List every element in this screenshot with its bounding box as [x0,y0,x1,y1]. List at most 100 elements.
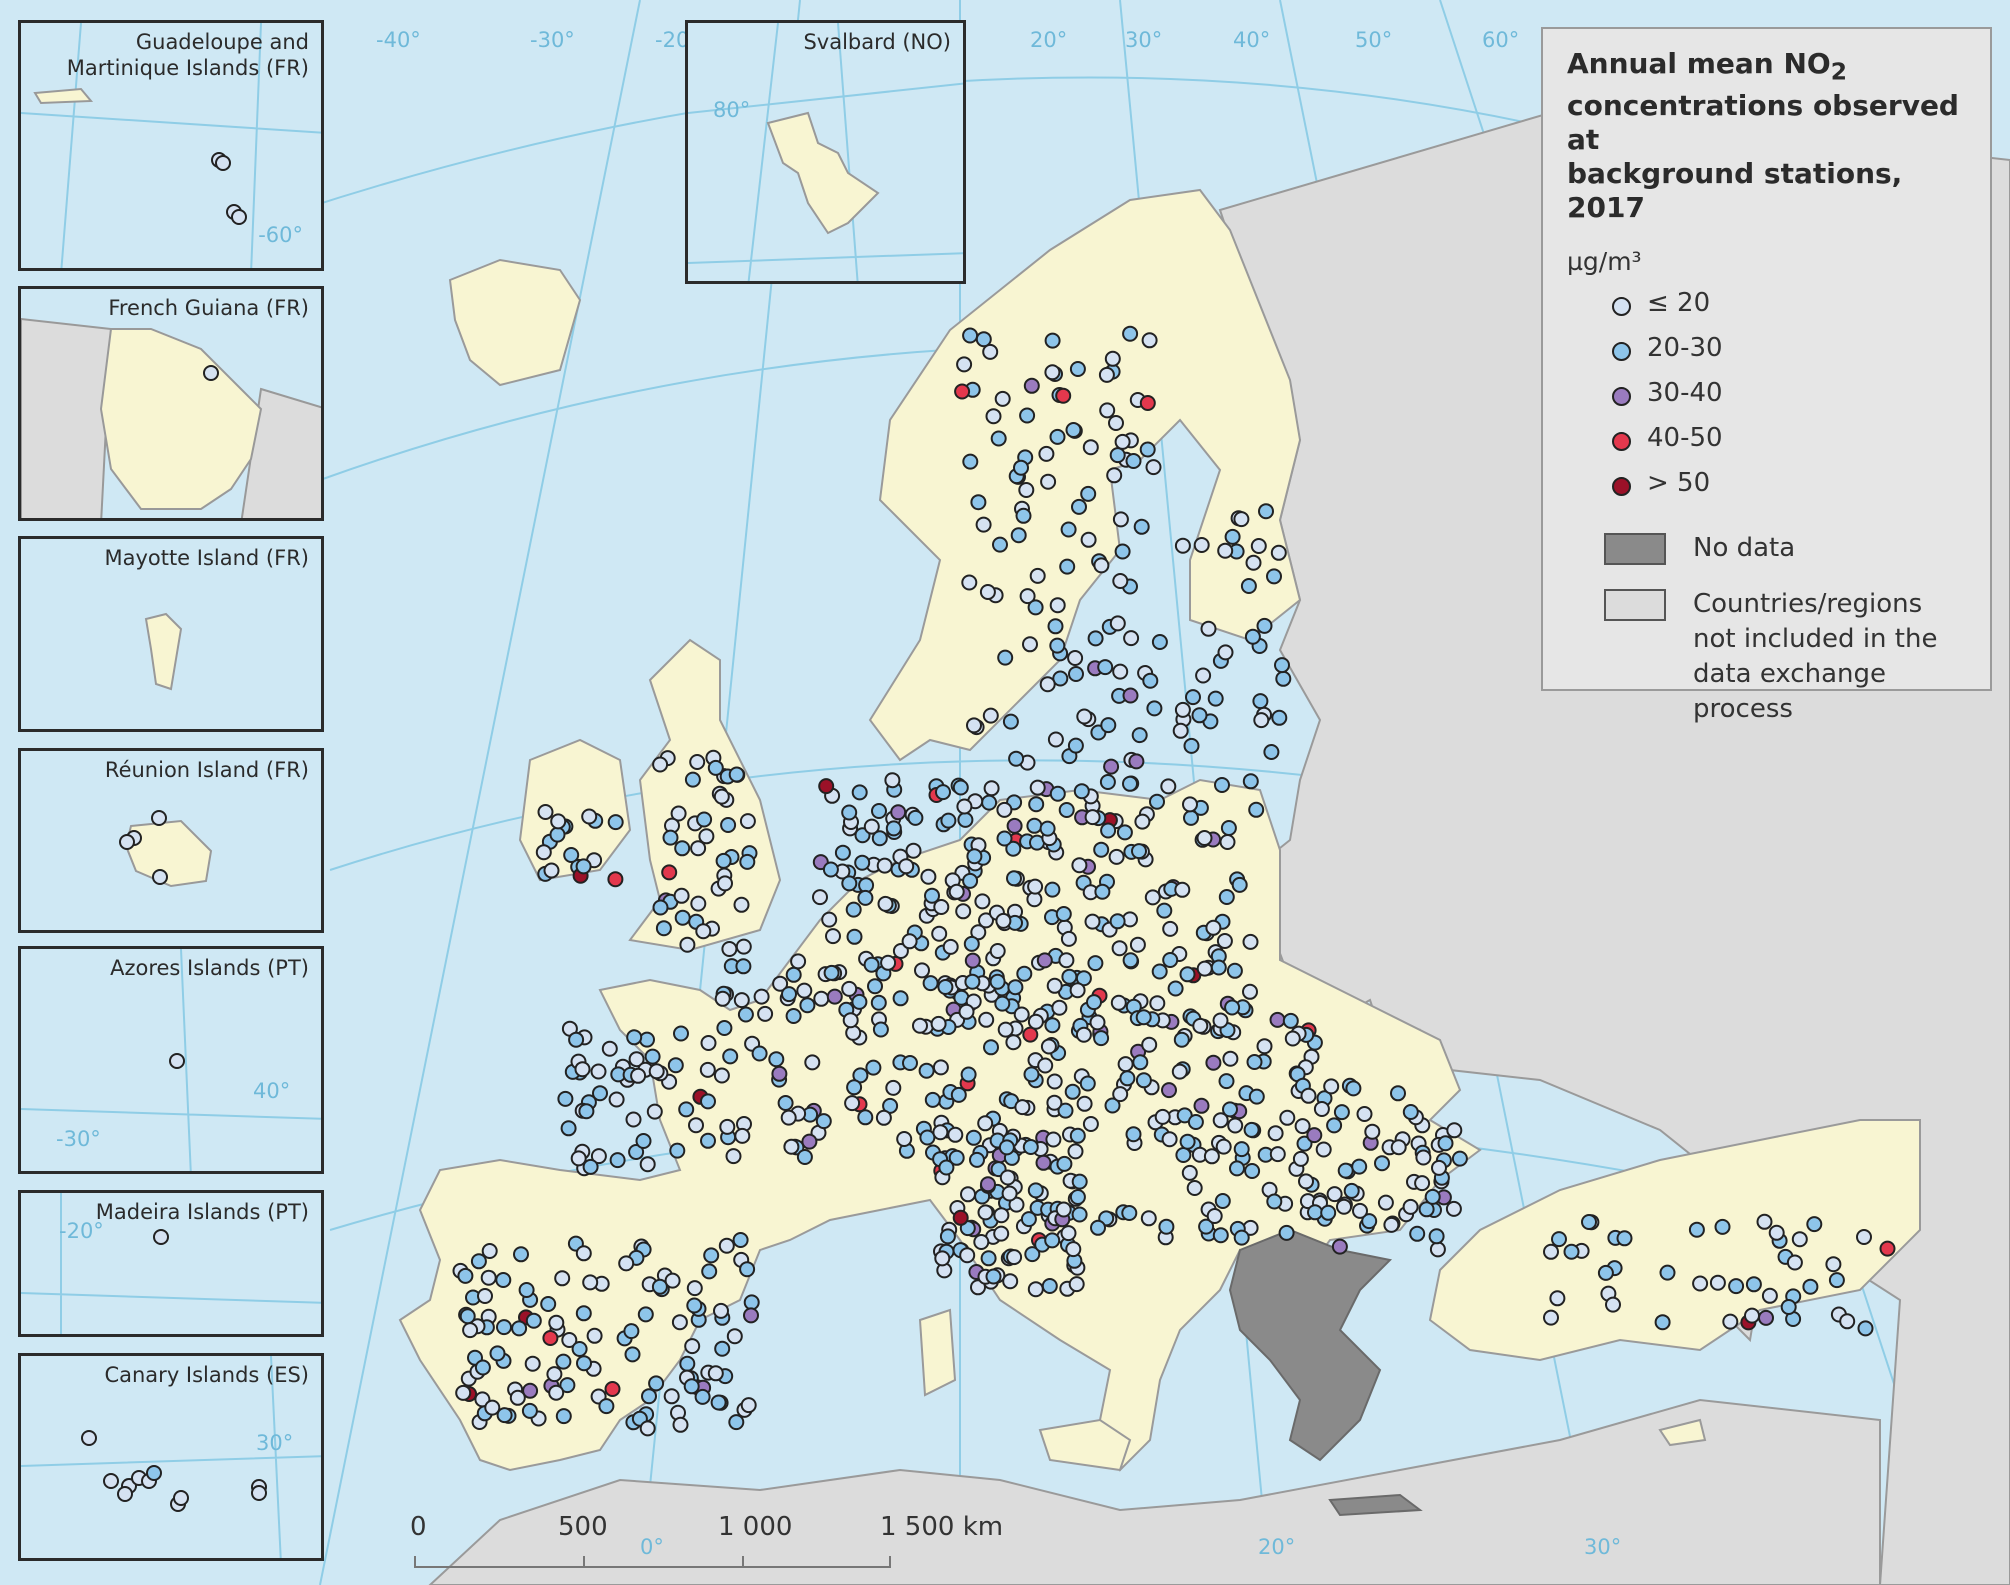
station-point [639,1156,656,1173]
station-point [710,1394,727,1411]
station-point [989,943,1006,959]
station-point [1196,960,1213,977]
station-point [733,896,750,913]
station-point [964,952,981,969]
station-point [1064,1083,1081,1100]
station-point [978,1011,995,1028]
station-point [1446,1122,1463,1139]
station-point [870,994,887,1011]
station-point [695,923,712,940]
inset-french-guiana: French Guiana (FR) [18,286,324,521]
station-point [1551,1231,1567,1248]
station-point [1058,802,1075,818]
station-point [1049,785,1066,802]
legend-dot-icon [1612,341,1631,361]
station-point [725,1148,742,1165]
station-point [973,1234,990,1250]
station-point [678,1101,695,1118]
station-point [1185,689,1201,706]
legend-class: 20-30 [1567,333,1966,378]
station-point [628,1051,645,1068]
station-point [846,928,863,945]
station-point [1424,1188,1441,1205]
station-point [1220,820,1237,836]
station-point [1825,1256,1842,1273]
station-point [1307,1204,1323,1221]
station-point [871,803,887,819]
station-point [1123,630,1140,647]
station-point [1047,731,1064,748]
station-point [1100,822,1117,839]
station-point [985,1268,1002,1285]
station-point [1046,977,1063,994]
station-point [933,899,950,915]
graticule-label: 60° [1482,28,1520,52]
station-point [1390,1085,1406,1102]
station-point [1100,717,1117,734]
station-point [822,861,839,878]
station-point [1008,1196,1025,1213]
station-point [575,858,592,875]
station-point [1084,913,1101,930]
station-point [1243,1121,1260,1138]
station-point [667,1057,684,1074]
inset-mayotte: Mayotte Island (FR) [18,536,324,732]
station-point [1046,1094,1063,1111]
no-data-swatch [1604,532,1666,565]
graticule-label: -30° [530,28,575,52]
station-point [525,1312,542,1329]
station-point [999,1169,1016,1186]
station-point [511,1320,528,1337]
station-point [1428,1228,1445,1245]
station-point [1112,573,1129,589]
station-point [950,1086,967,1103]
station-point [885,820,902,837]
station-point [1326,1186,1343,1203]
legend-class: 40-50 [1567,423,1966,468]
station-point [892,990,909,1007]
station-point [543,862,560,879]
station-point [1109,913,1126,930]
station-point [561,1332,578,1348]
station-point [1051,999,1068,1016]
station-point [1206,1208,1223,1224]
station-point [1248,801,1265,818]
graticule-label: 50° [1355,28,1393,52]
station-point [1226,962,1243,979]
station-point [780,1109,797,1126]
station-point [1187,1114,1204,1130]
station-point [739,853,756,870]
station-point [975,331,992,348]
station-point [674,840,691,857]
not-included-swatch [1604,588,1666,621]
station-point [1049,637,1066,654]
station-point [690,895,707,912]
station-point [842,1012,859,1029]
station-point [683,1378,700,1395]
station-point [1431,1159,1447,1176]
station-point [728,766,745,783]
station-point [1028,796,1045,813]
station-point [598,1398,615,1415]
station-point [484,1399,501,1416]
station-point [1215,1138,1232,1155]
iceland [448,258,582,387]
station-point [1151,634,1168,650]
station-point [477,1288,493,1304]
station-point [1756,1213,1773,1230]
station-point [662,829,679,846]
station-point [1141,1036,1158,1053]
station-point [743,1307,759,1324]
station-point [1722,1313,1739,1330]
station-point [815,1113,832,1130]
station-point [1087,955,1104,972]
station-point [983,1039,999,1056]
station-point [1019,407,1036,424]
station-point [935,784,951,801]
station-point [1060,521,1077,538]
station-point [1173,1031,1190,1048]
station-point [932,1059,949,1076]
station-point [1093,841,1110,858]
station-point [1084,809,1101,826]
station-point [1069,982,1086,999]
